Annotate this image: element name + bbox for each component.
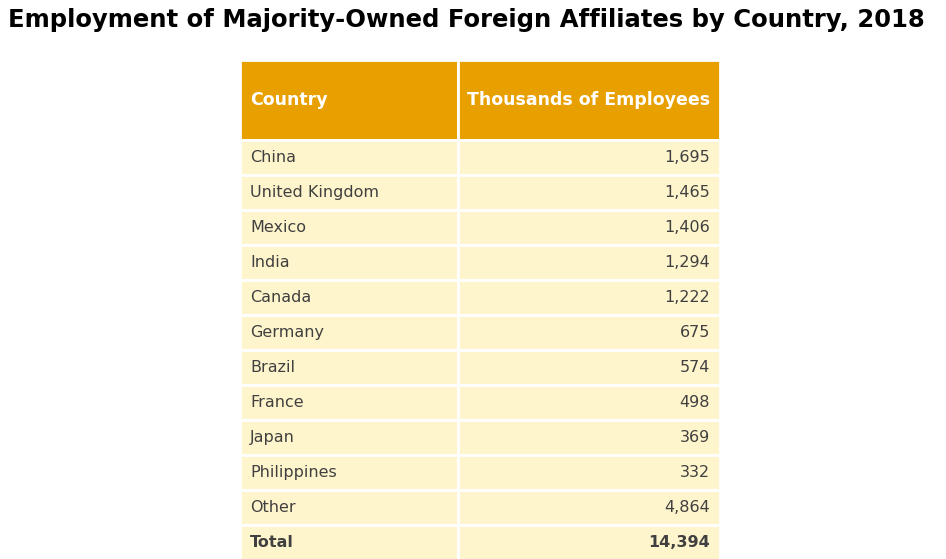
Text: Brazil: Brazil: [250, 360, 295, 375]
Text: Employment of Majority-Owned Foreign Affiliates by Country, 2018: Employment of Majority-Owned Foreign Aff…: [8, 8, 925, 32]
Text: Japan: Japan: [250, 430, 295, 445]
Text: 1,695: 1,695: [664, 150, 710, 165]
Text: 1,294: 1,294: [664, 255, 710, 270]
Text: 14,394: 14,394: [648, 535, 710, 550]
Text: 332: 332: [680, 465, 710, 480]
Text: Other: Other: [250, 500, 295, 515]
Text: 1,406: 1,406: [664, 220, 710, 235]
Text: 1,222: 1,222: [664, 290, 710, 305]
Text: 498: 498: [679, 395, 710, 410]
Text: France: France: [250, 395, 304, 410]
Text: 4,864: 4,864: [664, 500, 710, 515]
Text: Germany: Germany: [250, 325, 324, 340]
Text: United Kingdom: United Kingdom: [250, 185, 379, 200]
Text: India: India: [250, 255, 289, 270]
Text: Total: Total: [250, 535, 294, 550]
Text: Mexico: Mexico: [250, 220, 306, 235]
Text: Canada: Canada: [250, 290, 311, 305]
Text: Thousands of Employees: Thousands of Employees: [467, 91, 710, 109]
Text: Country: Country: [250, 91, 327, 109]
Text: China: China: [250, 150, 296, 165]
Text: 675: 675: [679, 325, 710, 340]
Text: Philippines: Philippines: [250, 465, 337, 480]
Text: 1,465: 1,465: [664, 185, 710, 200]
Text: 574: 574: [679, 360, 710, 375]
Text: 369: 369: [680, 430, 710, 445]
